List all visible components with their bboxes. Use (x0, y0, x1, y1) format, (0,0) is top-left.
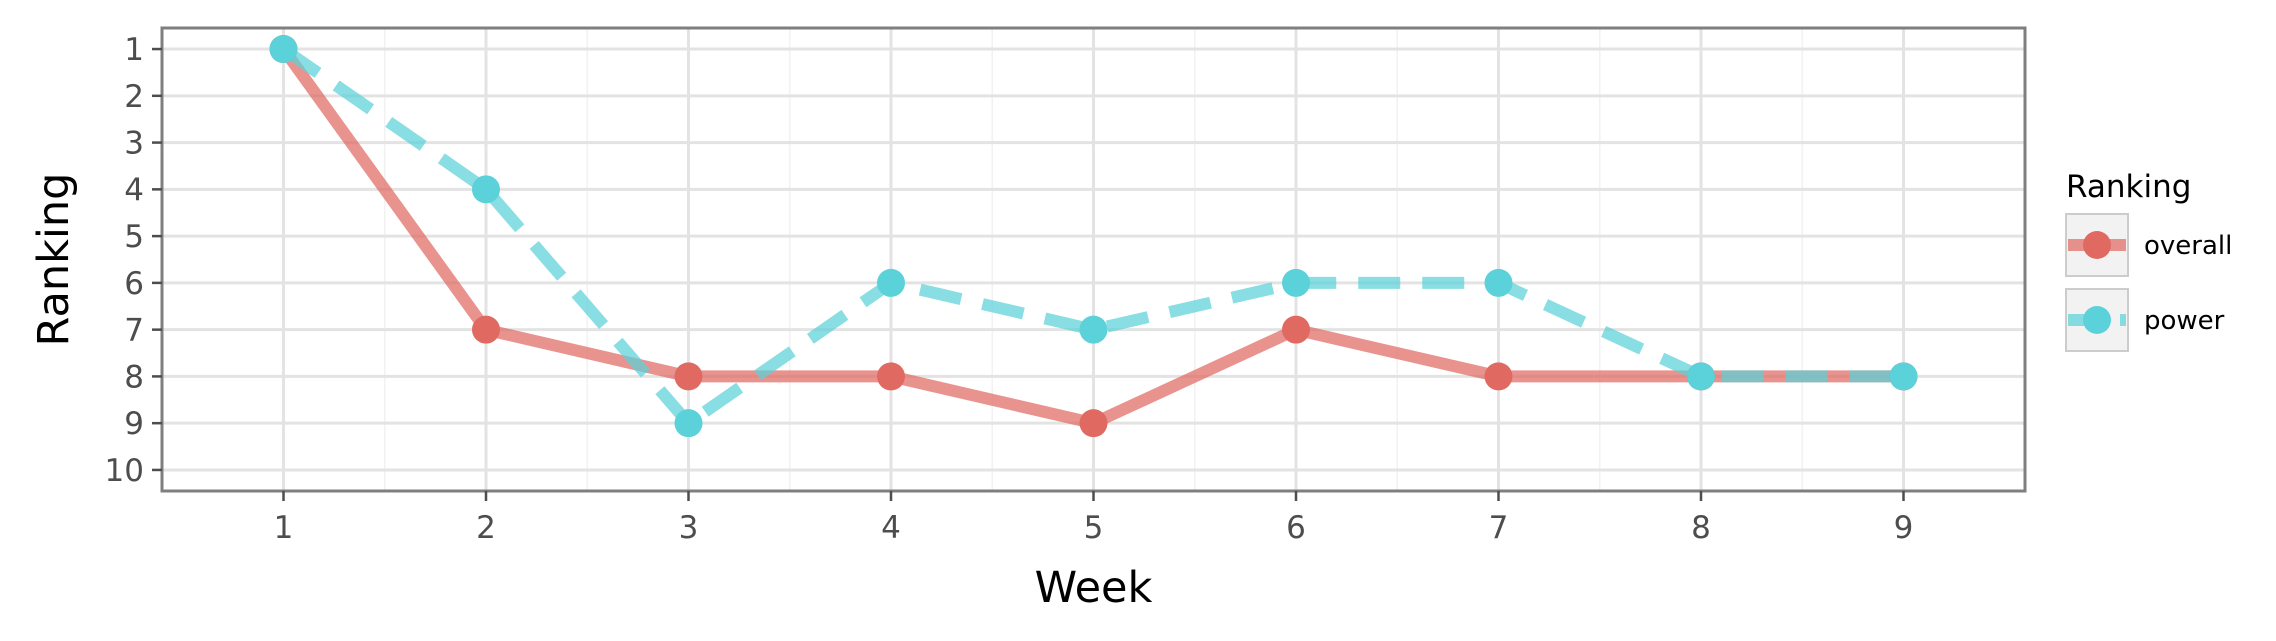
y-tick-label: 4 (124, 172, 144, 208)
y-tick-label: 3 (124, 126, 144, 162)
x-tick-label: 3 (679, 510, 699, 546)
data-point-power (1889, 362, 1918, 391)
y-tick-label: 8 (124, 359, 144, 395)
data-point-overall (877, 362, 905, 391)
x-tick-label: 1 (274, 510, 294, 546)
y-tick-label: 5 (124, 219, 144, 255)
legend-label-power: power (2144, 306, 2225, 336)
data-point-power (472, 175, 500, 204)
x-tick-label: 5 (1084, 510, 1104, 546)
data-point-power (1079, 315, 1108, 344)
x-tick-label: 6 (1286, 510, 1306, 546)
data-point-power (674, 409, 703, 438)
legend-label-overall: overall (2144, 231, 2232, 261)
x-tick-label: 4 (881, 510, 901, 546)
x-tick-label: 7 (1489, 510, 1509, 546)
x-tick-label: 2 (476, 510, 496, 546)
y-tick-label: 9 (124, 406, 144, 442)
data-point-overall (674, 362, 703, 391)
y-tick-label: 7 (124, 313, 144, 349)
x-axis-title: Week (1035, 563, 1153, 613)
x-tick-label: 8 (1691, 510, 1711, 546)
data-points (269, 35, 1918, 438)
data-point-overall (1282, 315, 1310, 344)
series-line-power (280, 44, 1904, 430)
data-point-power (1687, 362, 1715, 391)
y-tick-label: 6 (124, 266, 144, 302)
y-tick-label: 10 (105, 453, 144, 489)
legend-marker-power (2083, 306, 2111, 334)
data-point-overall (1079, 409, 1108, 438)
legend-marker-overall (2083, 231, 2111, 259)
legend-title: Ranking (2066, 169, 2191, 205)
y-tick-label: 1 (124, 32, 144, 68)
axis-ticks: 1 2 3 4 5 6 7 8 9 1 2 3 4 5 6 7 8 9 10 (105, 32, 1914, 546)
data-point-power (877, 268, 905, 297)
y-tick-label: 2 (124, 79, 144, 115)
data-point-power (1282, 268, 1310, 297)
data-point-overall (1484, 362, 1513, 391)
data-point-power (1484, 268, 1513, 297)
data-point-power (269, 35, 298, 64)
data-point-overall (472, 315, 500, 344)
legend: Ranking overall power (2065, 169, 2232, 352)
x-tick-label: 9 (1894, 510, 1914, 546)
y-axis-title: Ranking (29, 173, 79, 347)
